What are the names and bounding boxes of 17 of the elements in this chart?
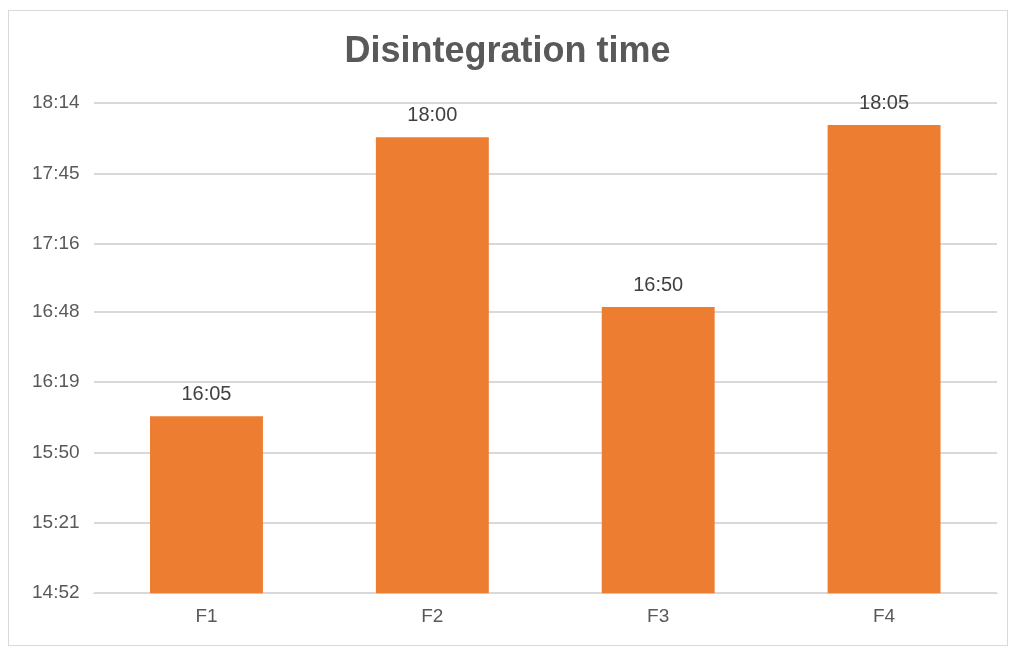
y-tick-label: 18:14 bbox=[32, 91, 80, 113]
y-tick-label: 17:45 bbox=[32, 161, 80, 183]
y-tick-label: 14:52 bbox=[32, 581, 80, 603]
data-label: 16:50 bbox=[633, 272, 684, 295]
data-label: 18:00 bbox=[407, 102, 458, 125]
data-label: 18:05 bbox=[859, 90, 910, 113]
x-tick-label: F4 bbox=[872, 604, 896, 626]
y-tick-label: 15:50 bbox=[32, 440, 80, 462]
y-tick-label: 15:21 bbox=[32, 511, 80, 533]
y-tick-label: 17:16 bbox=[32, 232, 80, 254]
y-tick-label: 16:48 bbox=[32, 300, 80, 322]
x-tick-label: F2 bbox=[421, 604, 444, 626]
data-label: 16:05 bbox=[181, 381, 232, 404]
y-tick-label: 16:19 bbox=[32, 370, 80, 392]
x-tick-label: F3 bbox=[647, 604, 670, 626]
chart-title: Disintegration time bbox=[344, 28, 671, 70]
x-tick-label: F1 bbox=[195, 604, 218, 626]
